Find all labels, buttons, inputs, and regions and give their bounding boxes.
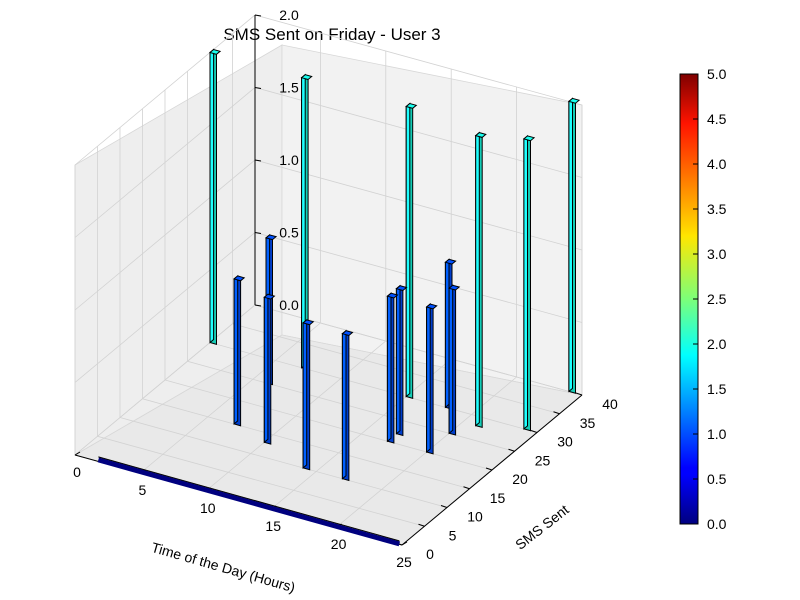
colorbar-tick-label: 0.5 [707,471,727,487]
bar-top-face [522,135,536,142]
z-tick-label: 0.5 [279,225,299,241]
colorbar-tick-label: 2.5 [707,291,727,307]
bar-top-face [386,292,399,299]
bar-top-face [474,132,487,138]
bar [425,302,438,455]
colorbar-tick-label: 1.0 [707,426,727,442]
z-tick [254,87,262,89]
x-axis-label: Time of the Day (Hours) [150,539,298,595]
bar [341,329,354,482]
z-tick [254,304,262,307]
y-tick [440,505,448,508]
x-tick-label: 5 [139,482,147,498]
bar-side-face [263,293,269,444]
y-tick-label: 0 [426,546,434,562]
bar-side-face [568,97,573,393]
bar [208,48,222,345]
colorbar-ticks: 0.0 0.5 1.0 1.5 2.0 2.5 3.0 3.5 4.0 4.5 5.0 [693,66,727,532]
colorbar-tick-label: 2.0 [707,336,727,352]
colorbar-tick-label: 5.0 [707,66,727,82]
chart-title: SMS Sent on Friday - User 3 [223,25,440,44]
y-tick [485,467,493,471]
z-tick-label: 2.0 [279,7,299,23]
y-axis-label: SMS Sent [512,501,572,552]
y-tick [530,430,538,433]
y-tick [418,523,425,527]
bar [405,102,418,399]
bar [302,318,315,471]
bar-top-face [448,284,461,291]
bar-top-face [444,258,457,265]
x-tick-label: 25 [396,554,412,570]
y-tick-label: 5 [449,527,457,543]
y-tick-label: 40 [602,396,618,412]
x-tick-label: 20 [331,536,347,552]
colorbar-tick-label: 0.0 [707,516,727,532]
x-tick [401,541,408,546]
y-tick [508,448,515,452]
bar-top-face [208,48,222,55]
y-tick-label: 15 [490,490,506,506]
bar-top-face [567,97,581,104]
bar [263,293,276,445]
colorbar-tick-label: 3.0 [707,246,727,262]
bar-top-face [233,275,246,282]
bar-top-face [263,293,276,300]
bar-top-face [405,102,418,109]
bar [395,284,408,437]
bar-side-face [475,131,480,427]
z-tick-label: 1.5 [279,80,299,96]
bar [448,284,461,436]
bar-side-face [448,284,454,435]
z-tick-label: 1.0 [279,152,299,168]
bar-side-face [386,292,392,443]
bar-side-face [405,102,411,398]
bar [233,274,246,427]
bar [567,97,581,394]
y-tick [553,411,560,415]
bar-top-face [264,234,278,241]
colorbar-tick-label: 3.5 [707,201,727,217]
bar-side-face [426,302,431,454]
bar [386,292,399,444]
z-tick [254,14,262,17]
bar-top-face [302,319,315,326]
colorbar-tick-label: 4.5 [707,111,727,127]
bar-top-face [395,285,408,292]
z-tick [254,232,262,234]
x-tick-label: 10 [200,500,216,516]
bar-side-face [302,318,308,469]
colorbar-tick-label: 4.0 [707,156,727,172]
y-tick [575,392,583,396]
bar-side-face [444,258,450,409]
y-tick-label: 35 [580,415,596,431]
x-tick-label: 0 [73,464,81,480]
bar-side-face [395,284,401,435]
bar-side-face [523,134,528,430]
bar-top-face [300,74,313,81]
bar-side-face [209,48,215,344]
bar-side-face [341,329,347,480]
z-tick-label: 0.0 [279,297,299,313]
bar-top-face [341,330,354,337]
y-tick-label: 30 [557,434,573,450]
x-tick-label: 15 [265,518,281,534]
y-tick-label: 10 [467,509,483,525]
y-tick [463,486,470,490]
colorbar-tick-label: 1.5 [707,381,727,397]
zero-bar-strip [97,457,401,547]
z-tick [254,159,262,162]
bars [97,48,581,547]
bar [522,134,536,432]
x-tick [74,451,81,456]
y-tick-label: 20 [512,471,528,487]
bar-top-face [425,303,438,310]
zero-bar-strip-edge [98,456,400,542]
y-tick-label: 25 [535,452,551,468]
bar [474,131,487,429]
bar-side-face [233,274,239,425]
